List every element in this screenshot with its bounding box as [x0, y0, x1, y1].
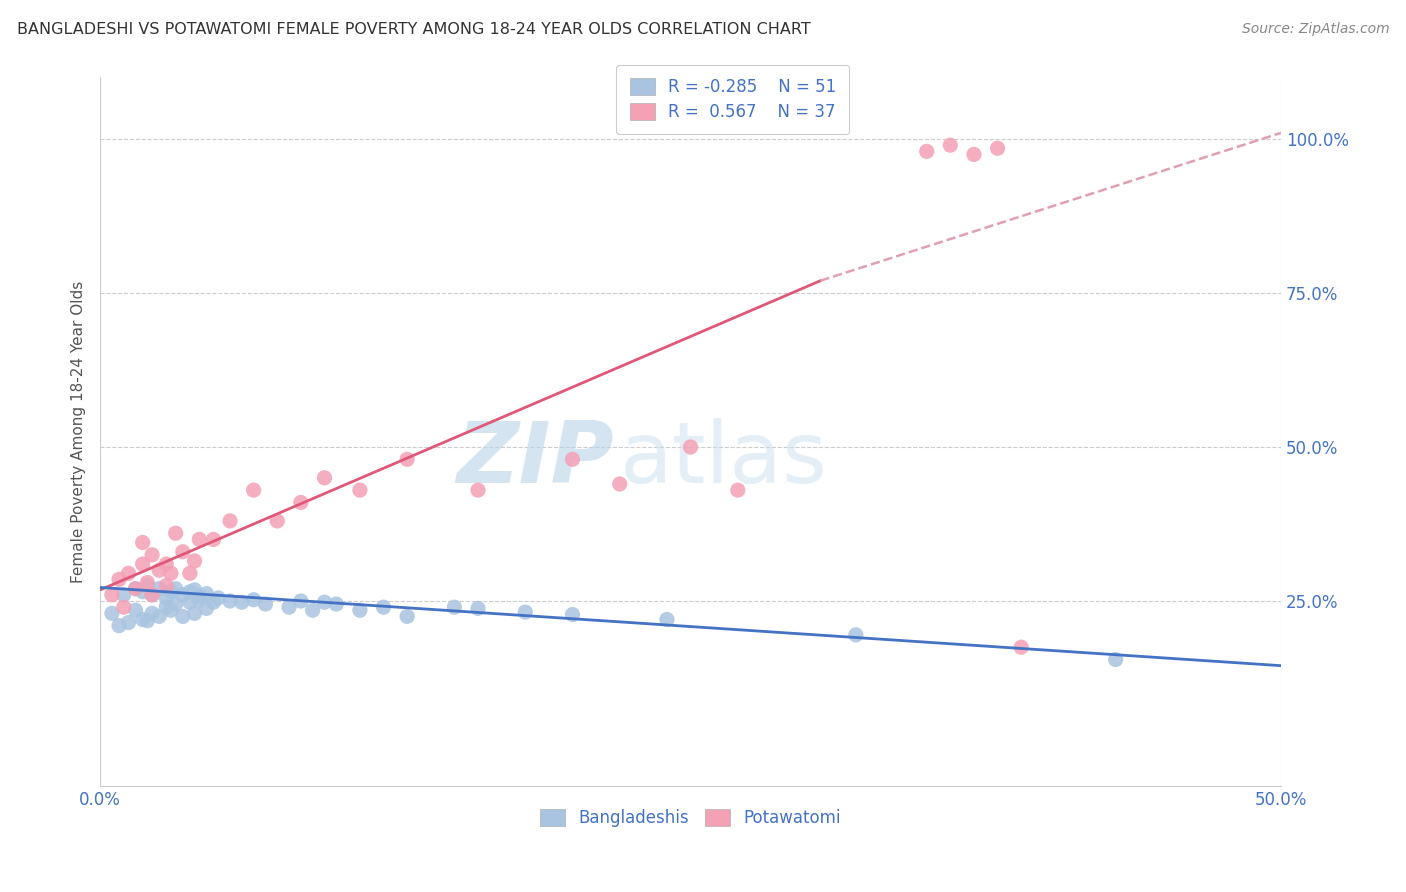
Point: [219, 594, 242, 608]
Text: atlas: atlas: [620, 418, 828, 501]
Point: [443, 600, 465, 615]
Point: [112, 588, 135, 602]
Text: BANGLADESHI VS POTAWATOMI FEMALE POVERTY AMONG 18-24 YEAR OLDS CORRELATION CHART: BANGLADESHI VS POTAWATOMI FEMALE POVERTY…: [17, 22, 811, 37]
Point: [1010, 640, 1032, 655]
Point: [195, 601, 218, 615]
Point: [301, 603, 323, 617]
Point: [172, 588, 194, 602]
Point: [172, 609, 194, 624]
Point: [373, 600, 395, 615]
Point: [655, 612, 678, 626]
Point: [219, 514, 242, 528]
Point: [136, 579, 159, 593]
Point: [467, 483, 489, 497]
Point: [101, 607, 124, 621]
Point: [314, 595, 336, 609]
Point: [131, 584, 153, 599]
Point: [117, 566, 139, 581]
Point: [131, 535, 153, 549]
Point: [155, 557, 177, 571]
Point: [131, 612, 153, 626]
Point: [108, 573, 131, 587]
Point: [179, 595, 201, 609]
Text: Source: ZipAtlas.com: Source: ZipAtlas.com: [1241, 22, 1389, 37]
Point: [396, 452, 419, 467]
Point: [148, 563, 170, 577]
Point: [183, 582, 205, 597]
Point: [727, 483, 749, 497]
Point: [254, 597, 277, 611]
Point: [396, 609, 419, 624]
Point: [136, 614, 159, 628]
Point: [179, 566, 201, 581]
Point: [155, 600, 177, 615]
Point: [325, 597, 347, 611]
Point: [987, 141, 1010, 155]
Point: [108, 618, 131, 632]
Point: [131, 557, 153, 571]
Point: [188, 589, 211, 603]
Point: [148, 582, 170, 596]
Point: [242, 592, 264, 607]
Point: [141, 548, 163, 562]
Point: [148, 609, 170, 624]
Point: [195, 586, 218, 600]
Text: ZIP: ZIP: [456, 418, 614, 501]
Point: [124, 582, 146, 596]
Point: [136, 575, 159, 590]
Point: [155, 591, 177, 605]
Point: [183, 554, 205, 568]
Point: [231, 595, 253, 609]
Point: [349, 483, 371, 497]
Point: [124, 603, 146, 617]
Point: [141, 588, 163, 602]
Point: [290, 594, 312, 608]
Point: [242, 483, 264, 497]
Point: [112, 600, 135, 615]
Point: [183, 607, 205, 621]
Point: [939, 138, 962, 153]
Point: [160, 584, 183, 599]
Point: [101, 588, 124, 602]
Point: [202, 595, 225, 609]
Point: [207, 591, 229, 605]
Point: [188, 592, 211, 607]
Point: [141, 607, 163, 621]
Point: [915, 145, 938, 159]
Point: [202, 533, 225, 547]
Point: [290, 495, 312, 509]
Point: [679, 440, 702, 454]
Y-axis label: Female Poverty Among 18-24 Year Olds: Female Poverty Among 18-24 Year Olds: [72, 280, 86, 582]
Point: [561, 452, 583, 467]
Point: [160, 603, 183, 617]
Point: [124, 582, 146, 596]
Point: [515, 605, 537, 619]
Point: [155, 579, 177, 593]
Point: [1104, 652, 1126, 666]
Point: [963, 147, 986, 161]
Point: [172, 545, 194, 559]
Point: [141, 588, 163, 602]
Point: [165, 526, 187, 541]
Point: [266, 514, 288, 528]
Point: [179, 584, 201, 599]
Point: [609, 477, 631, 491]
Point: [117, 615, 139, 630]
Point: [467, 601, 489, 615]
Point: [160, 566, 183, 581]
Point: [845, 628, 868, 642]
Legend: Bangladeshis, Potawatomi: Bangladeshis, Potawatomi: [533, 803, 848, 834]
Point: [314, 471, 336, 485]
Point: [561, 607, 583, 622]
Point: [278, 600, 301, 615]
Point: [165, 582, 187, 596]
Point: [165, 597, 187, 611]
Point: [188, 533, 211, 547]
Point: [349, 603, 371, 617]
